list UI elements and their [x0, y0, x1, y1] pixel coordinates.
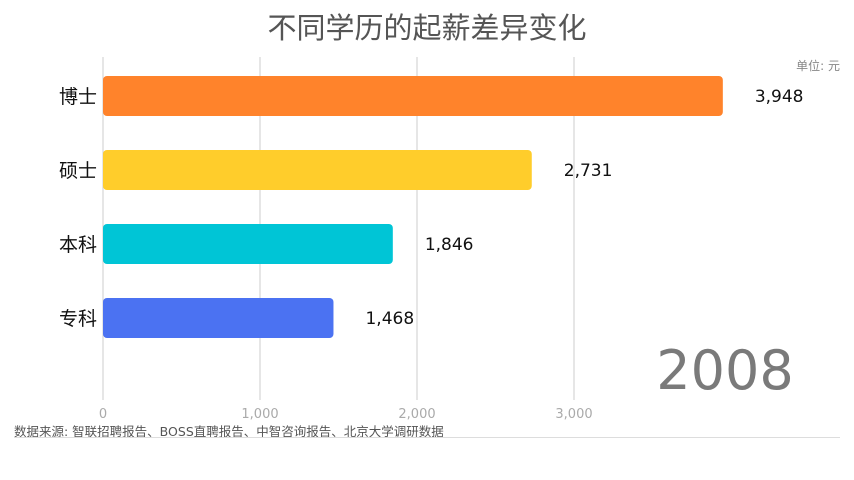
value-label: 3,948	[755, 87, 804, 107]
x-tick-label: 0	[99, 407, 107, 422]
category-label: 专科	[59, 308, 97, 330]
chart-title: 不同学历的起薪差异变化	[267, 11, 587, 45]
x-tick-label: 2,000	[398, 407, 435, 422]
bar-3	[103, 298, 334, 338]
year-label: 2008	[656, 339, 794, 402]
value-label: 1,468	[365, 309, 414, 329]
source-label: 数据来源: 智联招聘报告、BOSS直聘报告、中智咨询报告、北京大学调研数据	[14, 424, 444, 439]
value-label: 2,731	[564, 161, 613, 181]
value-label: 1,846	[425, 235, 474, 255]
category-label: 硕士	[59, 160, 97, 182]
category-label: 博士	[59, 86, 97, 108]
bar-1	[103, 150, 532, 190]
bar-0	[103, 76, 723, 116]
bottom-divider	[14, 437, 840, 438]
bar-2	[103, 224, 393, 264]
category-label: 本科	[59, 234, 97, 256]
x-tick-label: 1,000	[241, 407, 278, 422]
unit-label: 单位: 元	[796, 59, 840, 73]
x-tick-label: 3,000	[555, 407, 592, 422]
